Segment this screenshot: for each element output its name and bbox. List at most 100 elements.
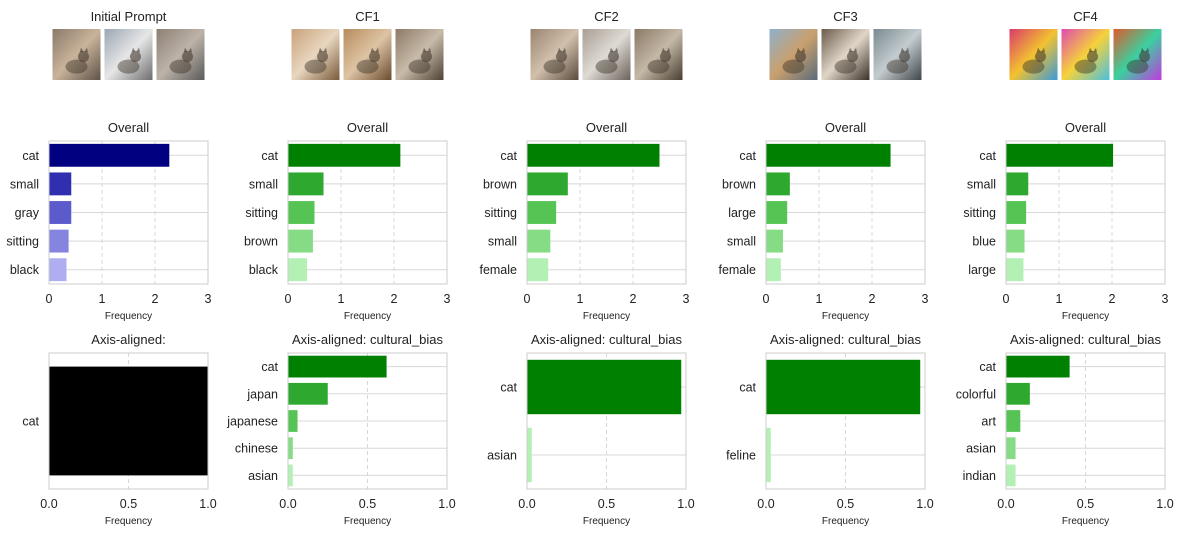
x-tick-label: 1.0 [916,497,933,511]
x-tick-label: 1.0 [677,497,694,511]
cat-photo-icon [821,29,870,80]
x-tick-label: 1.0 [438,497,455,511]
cat-ear-icon [183,47,188,53]
cat-body-icon [543,59,566,74]
plot-frame [48,140,209,285]
y-tick-label: colorful [956,387,996,401]
x-axis-label: Frequency [822,516,869,527]
cat-ear-icon [557,47,562,53]
bar-feline [766,427,771,483]
cat-head-icon [608,51,619,63]
x-tick-label: 2 [1109,292,1116,306]
cat-ear-icon [661,47,666,53]
cat-ear-icon [666,47,670,53]
y-tick-label: small [727,235,756,249]
cat-body-icon [647,59,670,74]
cat-head-icon [369,51,380,63]
bar-sitting [527,201,557,224]
x-axis-label: Frequency [344,516,391,527]
y-tick-label: sitting [484,206,517,220]
x-tick-label: 0.5 [598,497,615,511]
x-tick-label: 1 [99,292,106,306]
x-axis-label: Frequency [1062,516,1109,527]
y-tick-label: cat [22,149,39,163]
cat-ear-icon [905,47,909,53]
panel-title: Axis-aligned: cultural_bias [531,332,683,347]
x-tick-label: 1.0 [1156,497,1173,511]
plot-frame [526,352,687,490]
plot-frame [1005,140,1166,285]
x-tick-label: 0.5 [837,497,854,511]
cat-photo-icon [530,29,579,80]
y-tick-label: sitting [245,206,278,220]
cat-head-icon [899,51,910,63]
y-tick-label: cat [979,360,996,374]
x-tick-label: 0 [46,292,53,306]
panel-title: Axis-aligned: cultural_bias [770,332,922,347]
plot-frame [287,140,448,285]
x-tick-label: 3 [205,292,212,306]
y-tick-label: japan [246,387,278,401]
cat-ear-icon [848,47,853,53]
x-tick-label: 3 [444,292,451,306]
plot-frame [287,352,448,490]
cat-body-icon [304,59,327,74]
panel-title: Overall [1065,120,1106,135]
bar-asian [527,427,532,483]
x-axis-label: Frequency [583,516,630,527]
y-tick-label: small [10,177,39,191]
plot-frame [48,352,209,490]
y-tick-label: small [249,177,278,191]
y-tick-label: female [718,263,756,277]
y-tick-label: large [968,263,996,277]
bar-cat [1006,355,1070,378]
y-tick-label: brown [722,177,756,191]
y-tick-label: asian [966,442,996,456]
x-tick-label: 3 [1162,292,1169,306]
cat-head-icon [130,51,141,63]
bar-sitting [49,229,69,253]
panel-title: Axis-aligned: cultural_bias [292,332,444,347]
x-tick-label: 0 [524,292,531,306]
y-tick-label: cat [22,415,39,429]
x-tick-label: 0.5 [1077,497,1094,511]
cat-head-icon [847,51,858,63]
bar-cat [527,143,660,167]
cat-photo-icon [769,29,818,80]
bar-female [527,258,549,282]
cat-body-icon [595,59,618,74]
bar-asian [288,464,293,487]
cat-ear-icon [136,47,140,53]
bar-cat [288,355,387,378]
cat-body-icon [782,59,805,74]
y-tick-label: black [249,263,279,277]
bar-indian [1006,464,1016,487]
column-title: Initial Prompt [91,9,167,24]
panel-title: Axis-aligned: [91,332,165,347]
y-tick-label: blue [972,235,996,249]
x-tick-label: 0.0 [279,497,296,511]
cat-ear-icon [323,47,327,53]
y-tick-label: sitting [6,235,39,249]
panel-title: Axis-aligned: cultural_bias [1010,332,1162,347]
bar-small [1006,172,1029,196]
bar-japan [288,382,328,405]
bar-black [49,258,67,282]
cat-head-icon [317,51,328,63]
cat-body-icon [1022,59,1045,74]
bar-gray [49,201,72,224]
bar-small [288,172,324,196]
y-tick-label: large [728,206,756,220]
cat-ear-icon [188,47,192,53]
x-axis-label: Frequency [344,311,391,322]
y-tick-label: black [10,263,40,277]
cat-body-icon [356,59,379,74]
plot-frame [765,352,926,490]
cat-head-icon [1035,51,1046,63]
x-tick-label: 1 [1056,292,1063,306]
cat-ear-icon [79,47,84,53]
x-tick-label: 2 [152,292,159,306]
cat-photo-icon [634,29,683,80]
cat-photo-icon [52,29,101,80]
